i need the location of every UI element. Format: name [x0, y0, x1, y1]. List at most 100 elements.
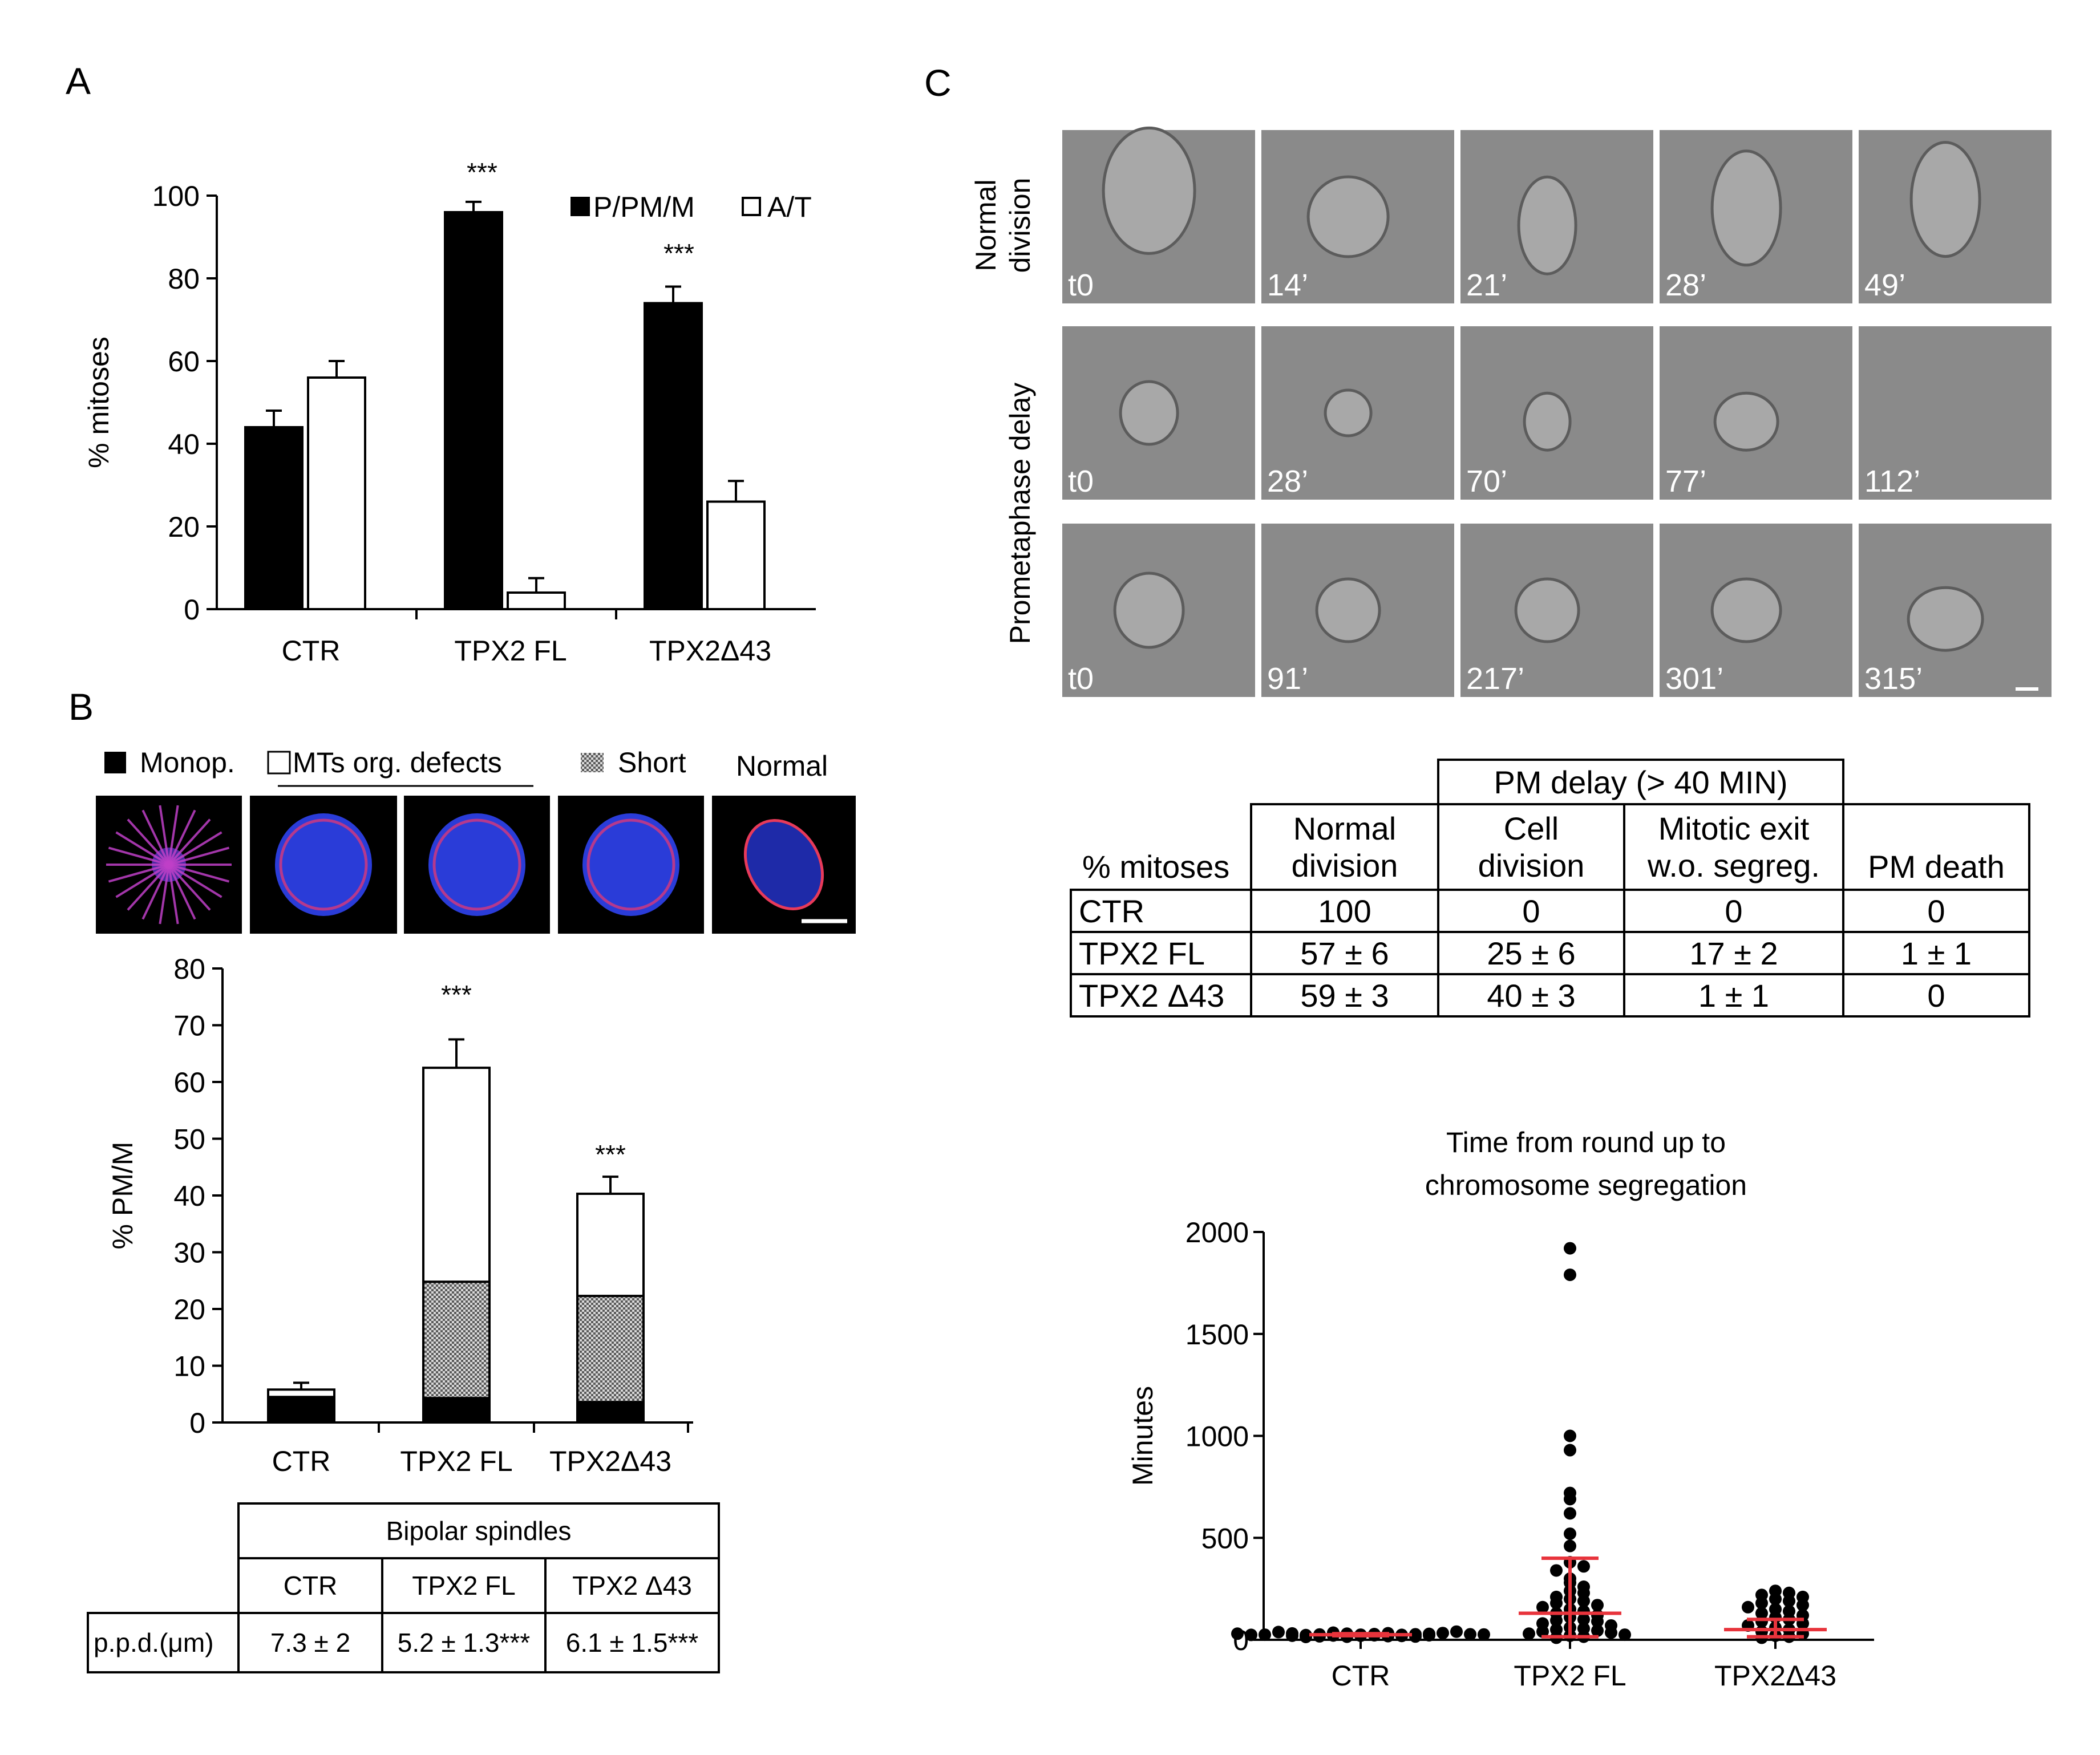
- bar-P/PM/M: [644, 302, 703, 610]
- x-tick-label: CTR: [272, 1445, 331, 1477]
- micrographs-c: t0 14’ 21’ 28’ 49’ t0 28’ 70’ 77’ 112’ t0 91’ 217’ 30…: [970, 126, 2052, 697]
- data-point: [1619, 1628, 1631, 1641]
- microtubule: [168, 818, 211, 866]
- timepoint-label: 28’: [1267, 464, 1308, 498]
- data-point: [1796, 1599, 1809, 1612]
- significance-label: ***: [467, 157, 497, 187]
- legend-swatch-black: [570, 197, 590, 216]
- cell: [1710, 149, 1782, 267]
- legend-b: Monop. MTs org. defects Short Normal: [104, 747, 828, 787]
- table-b-cell: 7.3 ± 2: [237, 1612, 383, 1673]
- x-tick-label: TPX2Δ43: [549, 1445, 671, 1477]
- table-c-col3-line2: w.o. segreg.: [1648, 848, 1820, 883]
- table-c-cell: 25 ± 6: [1437, 931, 1625, 975]
- data-point: [1783, 1595, 1795, 1608]
- cell: [1306, 175, 1390, 258]
- x-tick-label: CTR: [1332, 1660, 1390, 1692]
- data-point: [1409, 1630, 1422, 1643]
- legend-label: P/PM/M: [593, 191, 695, 223]
- data-point: [1478, 1628, 1490, 1641]
- table-c-cell: 17 ± 2: [1623, 931, 1844, 975]
- data-point: [1742, 1600, 1754, 1614]
- table-c-cell: 40 ± 3: [1437, 973, 1625, 1018]
- timepoint-label: 112’: [1864, 464, 1920, 498]
- timepoint-label: 21’: [1466, 268, 1507, 302]
- stacked-bar-Monop.: [422, 1397, 491, 1424]
- bipolar-spindle: [743, 819, 824, 910]
- data-point: [1536, 1600, 1549, 1614]
- y-tick-label: 60: [168, 346, 200, 378]
- y-tick-label: 1500: [1185, 1319, 1249, 1351]
- microtubule: [115, 864, 170, 898]
- data-point: [1286, 1629, 1298, 1642]
- cell: [1713, 391, 1779, 452]
- data-point: [1550, 1564, 1563, 1577]
- data-point: [1577, 1595, 1590, 1608]
- data-point: [1564, 1493, 1576, 1506]
- table-c-cell: 0: [1842, 973, 2030, 1018]
- legend-swatch-short: [581, 753, 604, 772]
- timepoint-label: t0: [1068, 268, 1094, 302]
- y-tick-label: 70: [173, 1010, 205, 1042]
- y-tick-label: 20: [173, 1294, 205, 1326]
- data-point: [1605, 1626, 1617, 1639]
- legend-swatch-white: [742, 197, 761, 216]
- panel-label-a: A: [66, 60, 91, 102]
- data-point: [1591, 1624, 1604, 1637]
- data-point: [1550, 1614, 1563, 1627]
- table-c-cell: 1 ± 1: [1842, 931, 2030, 975]
- data-point: [1259, 1628, 1271, 1641]
- timepoint-label: t0: [1068, 662, 1094, 696]
- data-point: [1272, 1626, 1285, 1639]
- microtubule: [108, 864, 169, 883]
- table-c-cell: 0: [1842, 889, 2030, 933]
- data-point: [1564, 1242, 1576, 1255]
- significance-label: ***: [595, 1140, 626, 1169]
- table-b-cell: 5.2 ± 1.3***: [381, 1612, 547, 1673]
- chart-c: Time from round up to chromosome segregat…: [1127, 1126, 1874, 1692]
- stacked-bar-MTs org. defects: [422, 1067, 491, 1283]
- y-tick-label: 50: [173, 1124, 205, 1156]
- x-tick-label: TPX2Δ43: [1714, 1660, 1836, 1692]
- microtubule: [141, 864, 170, 920]
- dna-stain: [582, 813, 679, 916]
- dic-micrograph: [1859, 326, 2052, 500]
- table-c-col1-line2: division: [1291, 848, 1398, 883]
- timepoint-label: t0: [1068, 464, 1094, 498]
- microtubule: [108, 846, 169, 866]
- data-point: [1245, 1628, 1257, 1641]
- data-point: [1769, 1592, 1782, 1606]
- data-point: [1564, 1268, 1576, 1282]
- data-point: [1564, 1527, 1576, 1541]
- y-tick-label: 20: [168, 511, 200, 543]
- timepoint-label: 70’: [1466, 464, 1507, 498]
- y-tick-label: 40: [173, 1180, 205, 1212]
- data-point: [1464, 1628, 1476, 1641]
- cell: [1710, 577, 1782, 643]
- microtubule: [168, 864, 179, 925]
- data-point: [1536, 1625, 1549, 1638]
- cell: [1514, 577, 1580, 643]
- timepoint-label: 28’: [1665, 268, 1706, 302]
- cell: [1119, 380, 1179, 446]
- microtubule: [168, 809, 196, 865]
- microtubule: [168, 846, 230, 866]
- chart-title-line2: chromosome segregation: [1425, 1169, 1747, 1201]
- timepoint-label: 301’: [1665, 662, 1723, 696]
- microtubule: [115, 831, 170, 866]
- data-point: [1523, 1627, 1535, 1640]
- table-c-row2-label: TPX2 FL: [1070, 931, 1252, 975]
- legend-label: A/T: [767, 191, 812, 223]
- data-point: [1300, 1630, 1312, 1643]
- dna-stain: [428, 813, 525, 916]
- table-c-cell: 0: [1623, 889, 1844, 933]
- data-point: [1550, 1596, 1563, 1610]
- x-tick-label: TPX2 FL: [400, 1445, 512, 1477]
- legend-label: Monop.: [140, 747, 235, 779]
- microtubule: [168, 864, 196, 920]
- microtubule: [127, 864, 170, 911]
- table-c-corner: % mitoses: [1071, 804, 1251, 891]
- timepoint-label: 49’: [1864, 268, 1905, 302]
- table-c-cell: 0: [1437, 889, 1625, 933]
- table-c-group-header: PM delay (> 40 MIN): [1437, 759, 1844, 805]
